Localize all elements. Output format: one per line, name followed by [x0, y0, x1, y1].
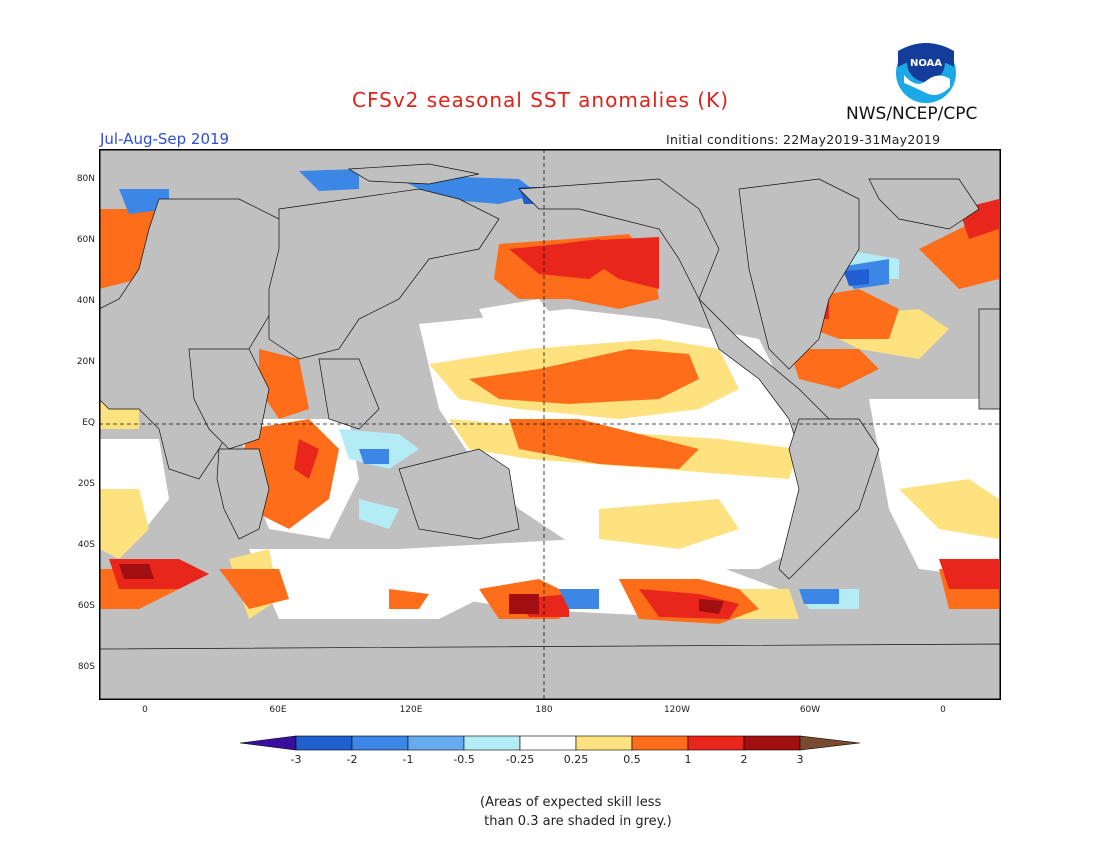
- lat-label: 80N: [76, 174, 95, 184]
- colorbar-label: 1: [684, 753, 692, 766]
- lat-label: 60N: [76, 235, 95, 245]
- lon-label: 0: [940, 705, 946, 715]
- colorbar-label: 2: [740, 753, 748, 766]
- colorbar-label: 3: [796, 753, 804, 766]
- lon-label: 0: [142, 705, 148, 715]
- colorbar-segment: [519, 735, 577, 751]
- lat-label: 40N: [76, 296, 95, 306]
- colorbar-label: -1: [402, 753, 414, 766]
- lat-label: 40S: [77, 540, 95, 550]
- colorbar-label: -0.5: [453, 753, 475, 766]
- lon-label: 120W: [663, 705, 691, 715]
- lat-label: 60S: [77, 601, 95, 611]
- colorbar-label: -2: [346, 753, 358, 766]
- colorbar-label: 0.5: [623, 753, 641, 766]
- colorbar-segment: [351, 735, 409, 751]
- season-label: Jul-Aug-Sep 2019: [100, 130, 230, 148]
- map-canvas: [99, 149, 1001, 700]
- agency-label: NWS/NCEP/CPC: [846, 104, 978, 124]
- noaa-logo: NOAA: [896, 43, 956, 103]
- logo-text: NOAA: [910, 58, 942, 69]
- lon-label: 60E: [269, 705, 287, 715]
- colorbar-segment: [407, 735, 465, 751]
- colorbar-segment: [463, 735, 521, 751]
- lat-label: 80S: [77, 662, 95, 672]
- chart-title: CFSv2 seasonal SST anomalies (K): [352, 88, 729, 112]
- anomaly-1-2: [109, 199, 999, 619]
- colorbar-segment: [575, 735, 633, 751]
- colorbar-label: 0.25: [563, 753, 589, 766]
- lon-label: 120E: [399, 705, 423, 715]
- skill-footnote: (Areas of expected skill less than 0.3 a…: [480, 795, 672, 829]
- colorbar-segment: [240, 735, 297, 751]
- land-masses: [99, 163, 1001, 700]
- colorbar-segment: [295, 735, 353, 751]
- colorbar: [240, 735, 860, 751]
- lat-label: 20S: [77, 479, 95, 489]
- initial-conditions-label: Initial conditions: 22May2019-31May2019: [666, 132, 941, 147]
- colorbar-segment: [799, 735, 860, 751]
- anomaly-2-3: [119, 564, 724, 614]
- map-frame: [99, 149, 1001, 700]
- lon-label: 60W: [799, 705, 821, 715]
- colorbar-label: -3: [290, 753, 302, 766]
- lat-label: 20N: [76, 357, 95, 367]
- colorbar-segment: [743, 735, 801, 751]
- lat-label: EQ: [82, 418, 95, 428]
- colorbar-label: -0.25: [505, 753, 535, 766]
- sst-anomaly-map: [99, 149, 1001, 700]
- lon-label: 180: [535, 705, 553, 715]
- colorbar-segment: [631, 735, 689, 751]
- colorbar-segment: [687, 735, 745, 751]
